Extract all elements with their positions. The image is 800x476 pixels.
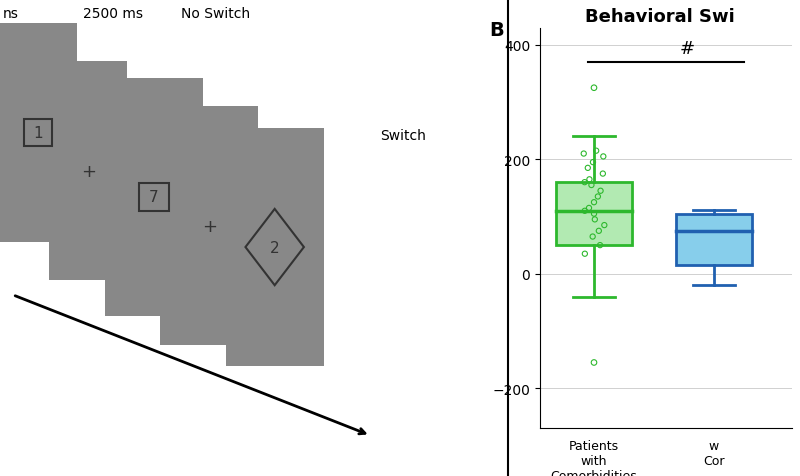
Bar xyxy=(49,62,127,281)
Point xyxy=(578,250,591,258)
Point xyxy=(578,150,590,158)
Text: Switch: Switch xyxy=(381,129,426,142)
Point xyxy=(589,216,602,224)
Point xyxy=(594,242,606,249)
Bar xyxy=(160,107,258,345)
Point xyxy=(587,199,600,207)
Point xyxy=(590,148,602,155)
Bar xyxy=(555,183,633,246)
Bar xyxy=(24,120,52,147)
Text: B: B xyxy=(490,20,504,40)
Point xyxy=(598,222,610,229)
Text: No Switch: No Switch xyxy=(182,7,250,21)
Point xyxy=(583,176,596,184)
Point xyxy=(593,228,606,235)
Point xyxy=(587,85,600,92)
Text: 2500 ms: 2500 ms xyxy=(83,7,143,21)
Bar xyxy=(226,129,324,367)
Point xyxy=(594,188,607,195)
Text: Patients
with
Comorbidities: Patients with Comorbidities xyxy=(550,439,638,476)
Bar xyxy=(138,183,169,212)
Text: ns: ns xyxy=(2,7,18,21)
Point xyxy=(582,165,594,172)
Point xyxy=(597,170,610,178)
Text: +: + xyxy=(81,162,96,180)
Text: 2: 2 xyxy=(270,240,279,255)
Point xyxy=(597,153,610,161)
Point xyxy=(586,233,599,241)
Point xyxy=(582,205,595,212)
Point xyxy=(588,210,601,218)
Text: 1: 1 xyxy=(33,126,42,141)
Text: +: + xyxy=(202,217,217,235)
Text: 7: 7 xyxy=(149,190,158,205)
Point xyxy=(578,179,591,187)
Text: Behavioral Swi: Behavioral Swi xyxy=(586,8,735,26)
Point xyxy=(585,182,598,189)
Text: #: # xyxy=(679,40,694,58)
Point xyxy=(586,159,599,167)
Bar xyxy=(105,79,203,317)
Point xyxy=(587,359,600,367)
Text: w
Cor: w Cor xyxy=(703,439,725,466)
Bar xyxy=(0,24,77,243)
Point xyxy=(591,193,604,201)
Point xyxy=(578,208,591,215)
Bar xyxy=(675,214,753,266)
